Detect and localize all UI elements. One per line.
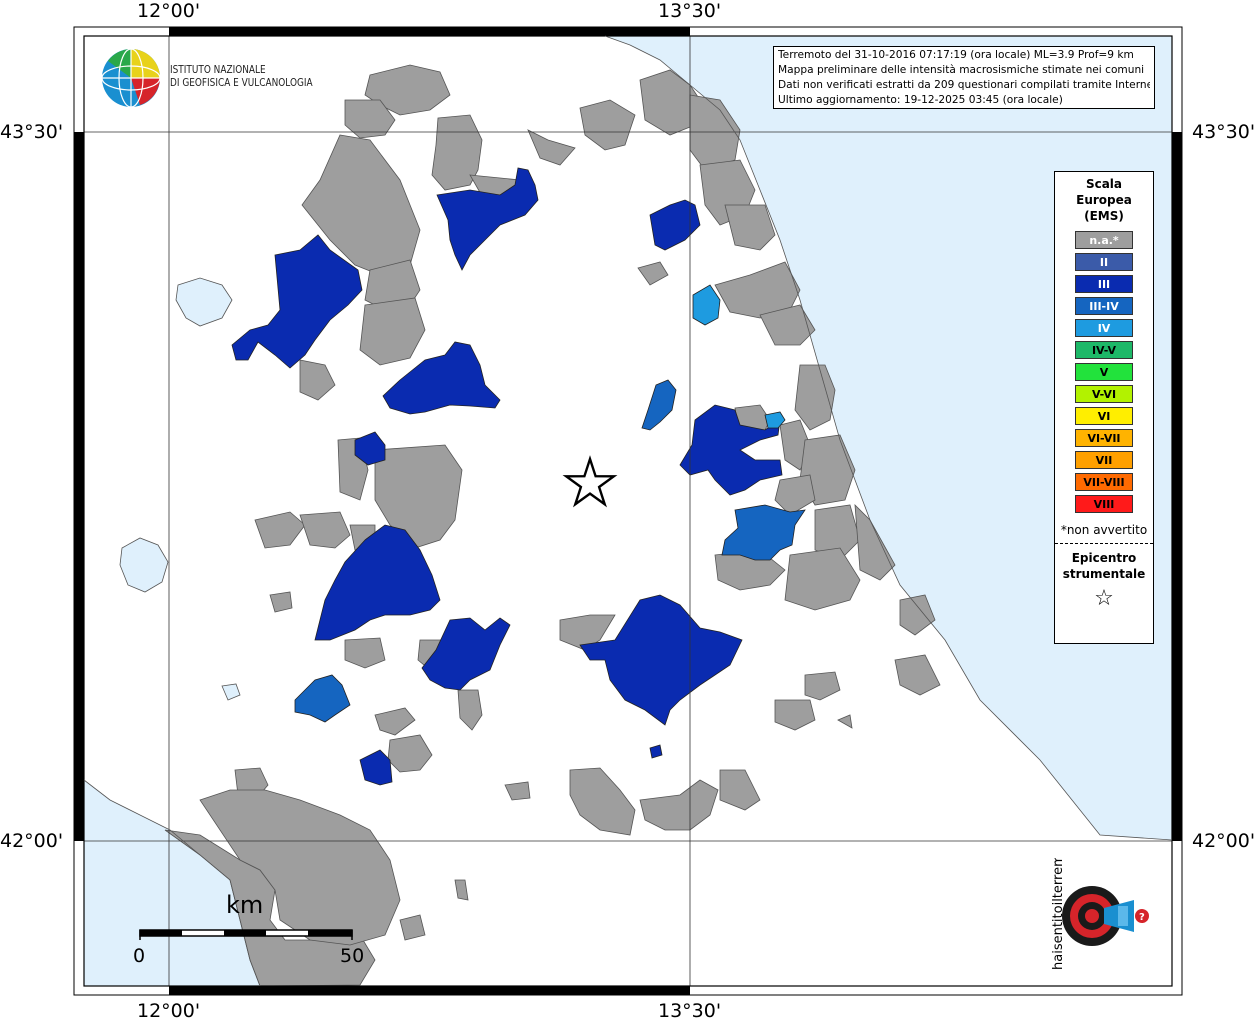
- legend-title-line3: (EMS): [1084, 209, 1124, 223]
- ingv-name-line1: ISTITUTO NAZIONALE: [170, 64, 266, 76]
- lon-label-top-1: 12°00': [137, 0, 201, 22]
- area-iii-7: [421, 617, 511, 691]
- lon-label-bottom-1: 12°00': [137, 1000, 201, 1022]
- legend-item-iii: III: [1075, 275, 1133, 293]
- legend-item-iv: IV: [1075, 319, 1133, 337]
- area-iii-2: [231, 234, 363, 369]
- ingv-name-line2: DI GEOFISICA E VULCANOLOGIA: [170, 77, 313, 89]
- area-iii-5: [354, 431, 386, 466]
- event-info-line1: Terremoto del 31-10-2016 07:17:19 (ora l…: [778, 49, 1134, 61]
- area-iii-11: [649, 744, 663, 759]
- lake-trasimeno: [175, 277, 233, 327]
- legend-item-vi-vii: VI-VII: [1075, 429, 1133, 447]
- legend-epicenter-line1: Epicentro: [1071, 551, 1137, 565]
- haisentito-logo-icon: ? haisentitoilterremoto.it: [1051, 858, 1149, 970]
- scale-end-label: 50: [340, 945, 365, 967]
- ingv-globe-icon: [101, 48, 161, 108]
- legend-title-line1: Scala: [1085, 177, 1123, 191]
- legend-epicenter-label: Epicentro strumentale: [1055, 550, 1153, 582]
- legend-item-v-vi: V-VI: [1075, 385, 1133, 403]
- epicenter-star: [562, 455, 618, 508]
- area-iii-1: [436, 167, 539, 271]
- area-iii-iv-3: [641, 379, 677, 431]
- lat-label-left-2: 42°00': [0, 830, 64, 852]
- area-iii-6: [314, 524, 441, 641]
- area-iii-8: [579, 594, 743, 726]
- area-iv-2: [764, 411, 786, 429]
- legend-title-line2: Europea: [1076, 193, 1132, 207]
- lat-label-right-1: 43°30': [1192, 121, 1256, 143]
- ingv-name: ISTITUTO NAZIONALE DI GEOFISICA E VULCAN…: [170, 64, 313, 90]
- haisentito-text: haisentitoilterremoto.it: [1051, 858, 1066, 970]
- svg-text:?: ?: [1139, 912, 1145, 923]
- event-info-line4: Ultimo aggiornamento: 19-12-2025 03:45 (…: [778, 94, 1063, 106]
- event-info-line2: Mappa preliminare delle intensità macros…: [778, 64, 1145, 76]
- legend-note: *non avvertito: [1060, 523, 1148, 537]
- legend-items: n.a.* II III III-IV IV IV-V V V-VI VI VI-VII VII VI…: [1055, 231, 1153, 513]
- legend-item-viii: VIII: [1075, 495, 1133, 513]
- legend-item-v: V: [1075, 363, 1133, 381]
- legend-item-n-a: n.a.*: [1075, 231, 1133, 249]
- event-info-box: Terremoto del 31-10-2016 07:17:19 (ora l…: [773, 46, 1155, 109]
- scale-start-label: 0: [133, 945, 146, 967]
- area-iii-iv-2: [294, 674, 351, 723]
- scale-bar: [139, 929, 353, 940]
- area-iii-9: [679, 404, 783, 496]
- lat-label-left-1: 43°30': [0, 121, 64, 143]
- scale-unit: km: [226, 891, 264, 919]
- legend-item-iv-v: IV-V: [1075, 341, 1133, 359]
- area-iii-3: [382, 341, 501, 415]
- legend-item-vii-viii: VII-VIII: [1075, 473, 1133, 491]
- lon-label-bottom-2: 13°30': [658, 1000, 722, 1022]
- legend-item-iii-iv: III-IV: [1075, 297, 1133, 315]
- event-info-line3: Dati non verificati estratti da 209 ques…: [778, 79, 1150, 91]
- legend-star-icon: ☆: [1094, 586, 1114, 611]
- area-iii-iv-1: [721, 504, 806, 561]
- lat-label-right-2: 42°00': [1192, 830, 1256, 852]
- lon-label-top-2: 13°30': [658, 0, 722, 22]
- area-iii-4: [649, 199, 701, 251]
- legend-title: Scala Europea (EMS): [1055, 176, 1153, 224]
- legend-item-vii: VII: [1075, 451, 1133, 469]
- legend-divider: [1055, 543, 1153, 544]
- intensity-legend: Scala Europea (EMS) n.a.* II III III-IV IV IV…: [1054, 171, 1154, 644]
- lake-bolsena: [119, 537, 169, 593]
- legend-item-vi: VI: [1075, 407, 1133, 425]
- area-iv-1: [692, 284, 721, 326]
- adriatic-sea: [605, 36, 1172, 840]
- area-iii-10: [359, 749, 393, 786]
- legend-epicenter-line2: strumentale: [1062, 567, 1146, 581]
- legend-item-ii: II: [1075, 253, 1133, 271]
